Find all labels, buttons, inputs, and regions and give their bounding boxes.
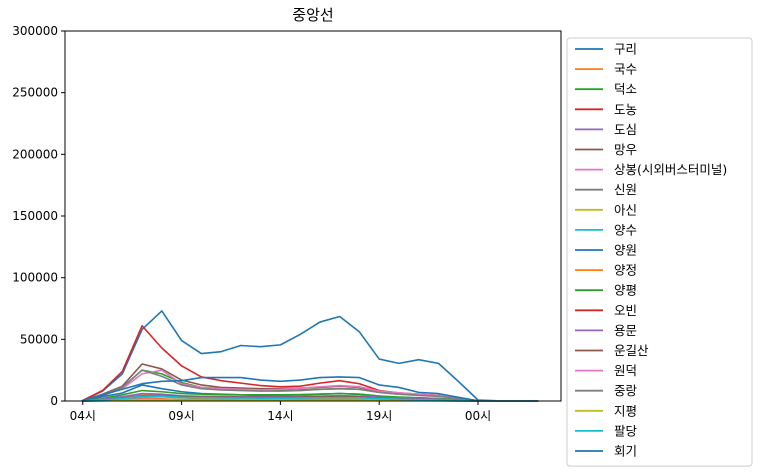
legend-label: 용문 [614, 323, 637, 338]
y-tick-label: 200000 [12, 147, 58, 161]
legend-label: 양평 [614, 283, 637, 298]
y-tick-label: 250000 [12, 86, 58, 100]
series-line-18 [81, 369, 539, 402]
legend-label: 구리 [614, 42, 637, 57]
x-tick-label: 00시 [465, 409, 491, 423]
legend-label: 양수 [614, 222, 637, 237]
legend-label: 상봉(시외버스터미널) [614, 162, 727, 177]
legend-label: 신원 [614, 182, 637, 197]
legend-label: 운길산 [614, 343, 649, 358]
x-tick-label: 19시 [366, 409, 392, 423]
legend-label: 아신 [614, 202, 637, 217]
legend-label: 양정 [614, 263, 637, 278]
legend-label: 회기 [614, 444, 637, 459]
x-tick-label: 09시 [168, 409, 194, 423]
legend-label: 덕소 [614, 82, 637, 97]
axes: 0 50000 100000 150000 200000 250000 300000 04시 0… [12, 24, 562, 423]
legend-label: 오빈 [614, 303, 637, 318]
chart-title: 중앙선 [292, 6, 333, 24]
y-tick-label: 150000 [12, 209, 58, 223]
x-tick-label: 04시 [70, 409, 96, 423]
series-line-21 [81, 376, 539, 402]
legend-label: 팔당 [614, 423, 638, 438]
legend-label: 국수 [614, 62, 637, 77]
y-tick-label: 100000 [12, 271, 58, 285]
legend-label: 망우 [614, 142, 637, 157]
y-tick-label: 300000 [12, 24, 58, 38]
legend-label: 도농 [614, 102, 637, 117]
legend-label: 지평 [614, 403, 637, 418]
y-tick-label: 0 [50, 394, 58, 408]
legend-label: 양원 [614, 243, 637, 258]
legend-box [566, 37, 753, 467]
legend-label: 도심 [614, 122, 637, 137]
x-tick-label: 14시 [267, 409, 293, 423]
y-tick-label: 50000 [20, 332, 58, 346]
series-line-1 [81, 310, 539, 402]
legend-label: 원덕 [614, 363, 637, 378]
legend-label: 중랑 [614, 383, 638, 398]
